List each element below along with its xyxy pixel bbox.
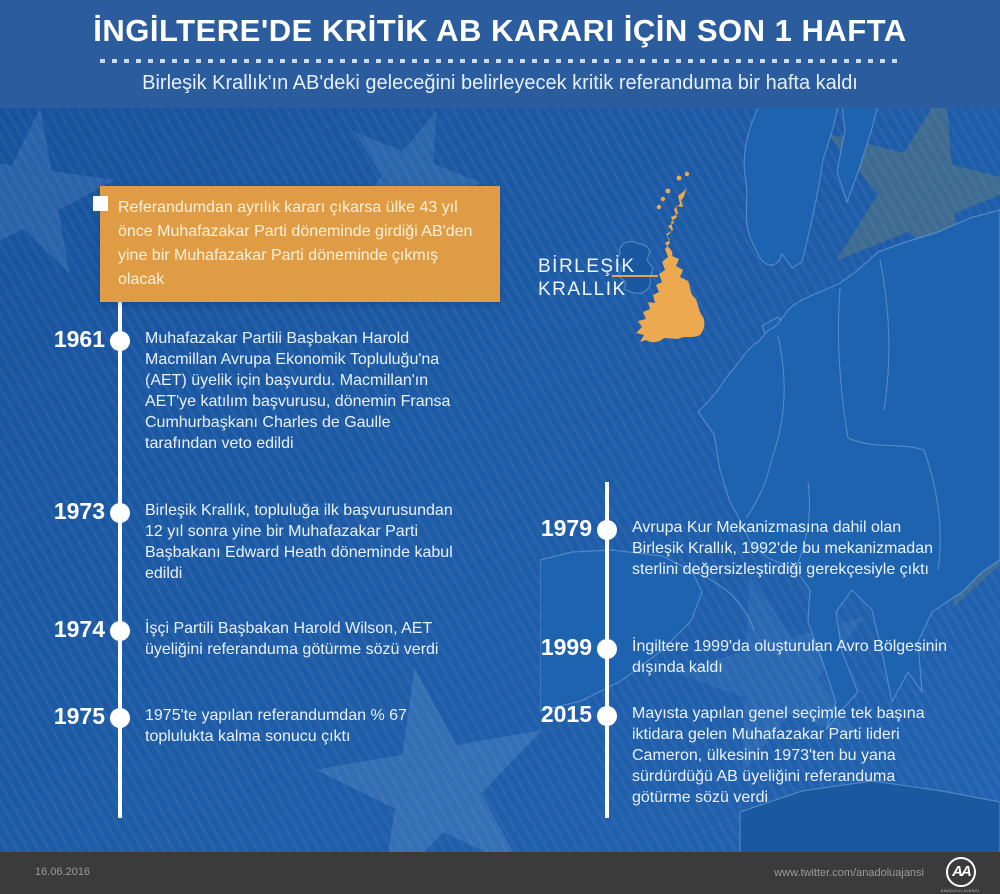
timeline-dot-icon bbox=[597, 520, 617, 540]
timeline-dot-icon bbox=[110, 331, 130, 351]
timeline-text: Muhafazakar Partili Başbakan Harold Macm… bbox=[145, 330, 451, 452]
summary-callout: Referandumdan ayrılık kararı çıkarsa ülk… bbox=[93, 186, 500, 302]
timeline-year: 2015 bbox=[540, 701, 592, 727]
page-title: İNGİLTERE'DE KRİTİK AB KARARI İÇİN SON 1… bbox=[93, 13, 907, 48]
timeline-text: Avrupa Kur Mekanizmasına dahil olan Birl… bbox=[632, 519, 933, 578]
uk-map-icon bbox=[636, 171, 705, 343]
timeline-dot-icon bbox=[597, 706, 617, 726]
timeline-dot-icon bbox=[597, 639, 617, 659]
aa-agency-logo-icon: AA bbox=[946, 857, 976, 887]
timeline-dot-icon bbox=[110, 708, 130, 728]
europe-map bbox=[540, 90, 1000, 854]
aa-logo-subtext: ANADOLU AJANSI bbox=[940, 888, 980, 893]
timeline-year: 1961 bbox=[53, 326, 105, 352]
timeline-text: Birleşik Krallık, topluluğa ilk başvurus… bbox=[145, 502, 453, 582]
timeline-year: 1999 bbox=[540, 634, 592, 660]
timeline-text: İşçi Partili Başbakan Harold Wilson, AET… bbox=[145, 620, 439, 658]
timeline-line-left bbox=[118, 300, 122, 818]
timeline-year: 1973 bbox=[53, 498, 105, 524]
footer: 16.06.2016 www.twitter.com/anadoluajansi… bbox=[0, 852, 1000, 894]
summary-callout-text: Referandumdan ayrılık kararı çıkarsa ülk… bbox=[118, 199, 473, 288]
page-subtitle: Birleşik Krallık'ın AB'deki geleceğini b… bbox=[142, 72, 858, 94]
timeline-text: İngiltere 1999'da oluşturulan Avro Bölge… bbox=[632, 638, 947, 676]
dashed-divider bbox=[100, 59, 900, 63]
timeline-dot-icon bbox=[110, 621, 130, 641]
timeline-year: 1979 bbox=[540, 515, 592, 541]
timeline-dot-icon bbox=[110, 503, 130, 523]
footer-twitter-url[interactable]: www.twitter.com/anadoluajansi bbox=[774, 867, 924, 879]
aa-logo-text: AA bbox=[952, 863, 972, 880]
timeline-text: 1975'te yapılan referandumdan % 67 toplu… bbox=[145, 707, 407, 745]
footer-date: 16.06.2016 bbox=[35, 866, 91, 878]
header: İNGİLTERE'DE KRİTİK AB KARARI İÇİN SON 1… bbox=[0, 0, 1000, 108]
map-callout-line bbox=[612, 275, 658, 277]
square-bullet-icon bbox=[93, 196, 108, 211]
timeline-year: 1975 bbox=[53, 703, 105, 729]
map-label-line1: BİRLEŞİK bbox=[538, 256, 636, 277]
map-label-line2: KRALLIK bbox=[538, 279, 627, 300]
timeline-text: Mayısta yapılan genel seçimle tek başına… bbox=[632, 705, 925, 806]
timeline-year: 1974 bbox=[53, 616, 105, 642]
